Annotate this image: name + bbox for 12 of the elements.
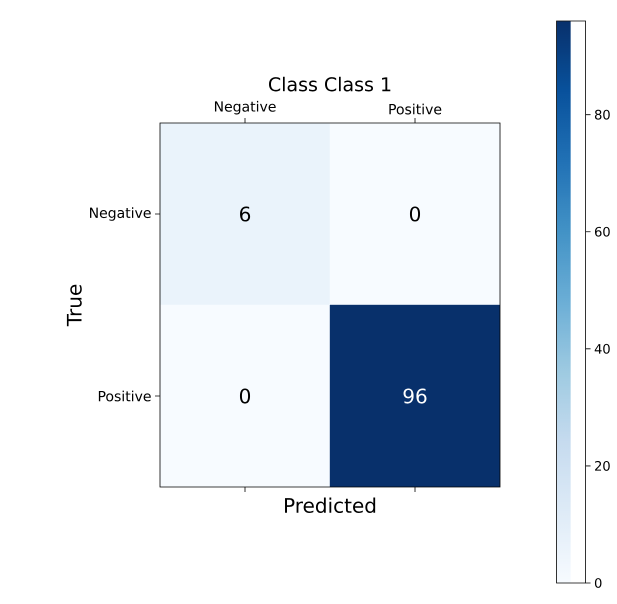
color-bar-label: 40 — [594, 344, 610, 354]
y-axis-title: True — [66, 284, 82, 326]
data-label: 6 — [240, 206, 250, 222]
data-label: 96 — [404, 388, 426, 404]
data-label: 0 — [410, 206, 420, 222]
data-label: 0 — [240, 388, 250, 404]
color-bar-label: 20 — [595, 461, 610, 471]
color-bar-label: 80 — [594, 110, 610, 120]
chart-title: Class Class 1 — [269, 76, 390, 92]
color-bar-label: 60 — [594, 226, 610, 237]
x-axis-title: Predicted — [285, 498, 376, 514]
color-bar-label: 0 — [594, 578, 602, 588]
